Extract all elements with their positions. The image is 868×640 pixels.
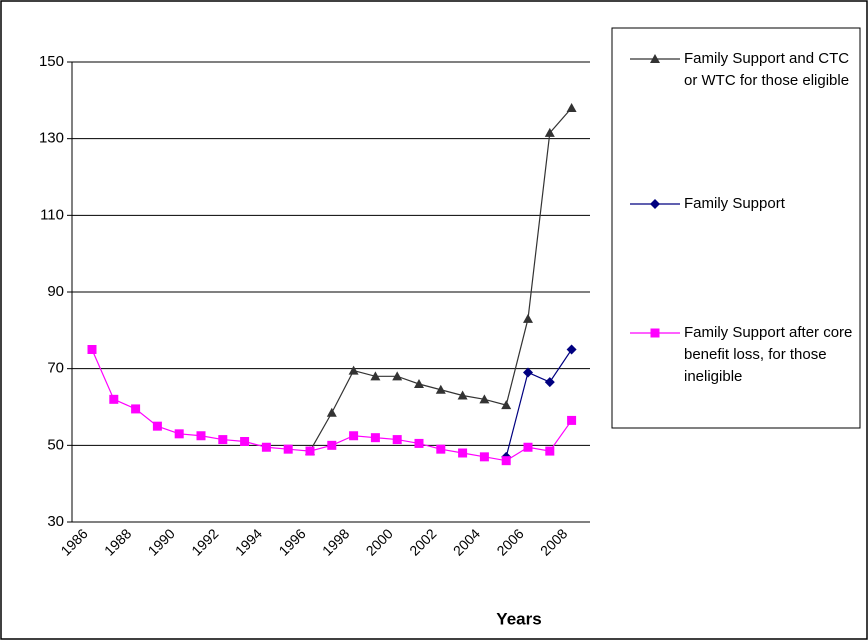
data-point	[152, 421, 162, 431]
legend-label: Family Support	[684, 195, 785, 212]
data-point	[414, 438, 424, 448]
legend-swatch-marker	[650, 199, 660, 209]
data-point	[457, 390, 468, 400]
data-point	[458, 448, 468, 458]
data-point	[544, 127, 555, 137]
legend-swatch-marker	[650, 328, 660, 338]
data-point	[87, 345, 97, 354]
data-point	[545, 446, 555, 456]
data-point	[523, 367, 533, 378]
legend-swatch-marker	[650, 54, 660, 63]
legend-box	[611, 27, 861, 429]
data-point	[240, 437, 250, 446]
y-tick-label: 130	[39, 130, 64, 147]
legend-label: Family Support after core benefit loss, …	[684, 324, 853, 385]
data-point	[196, 431, 206, 441]
data-point	[305, 446, 315, 456]
data-point	[523, 313, 533, 323]
data-point	[349, 431, 359, 441]
y-tick-label: 110	[40, 206, 64, 223]
data-point	[479, 394, 490, 404]
data-point	[501, 400, 512, 410]
legend-label: Family Support and CTC or WTC for those …	[684, 50, 850, 89]
data-point	[566, 103, 577, 112]
data-point	[327, 440, 337, 450]
data-point	[435, 384, 446, 394]
data-point	[218, 435, 228, 445]
data-point	[392, 371, 403, 381]
data-point	[348, 365, 359, 375]
series-line	[505, 349, 573, 457]
data-point	[392, 435, 402, 445]
data-point	[131, 404, 141, 414]
data-point	[109, 394, 119, 404]
data-point	[326, 407, 337, 417]
data-point	[523, 442, 533, 452]
y-tick-label: 150	[39, 53, 64, 70]
y-tick-label: 90	[47, 283, 64, 300]
data-point	[370, 371, 381, 381]
data-point	[261, 442, 271, 452]
data-point	[370, 433, 380, 443]
data-point	[501, 456, 511, 466]
y-tick-label: 50	[47, 436, 64, 453]
x-axis-title: Years	[496, 609, 541, 628]
data-point	[544, 377, 555, 388]
data-point	[436, 444, 446, 454]
y-tick-label: 70	[47, 360, 64, 377]
data-point	[567, 415, 577, 425]
data-point	[174, 429, 184, 439]
data-point	[566, 344, 577, 355]
data-point	[414, 379, 424, 388]
data-point	[283, 444, 293, 454]
data-point	[479, 452, 489, 462]
y-tick-label: 30	[47, 513, 64, 530]
